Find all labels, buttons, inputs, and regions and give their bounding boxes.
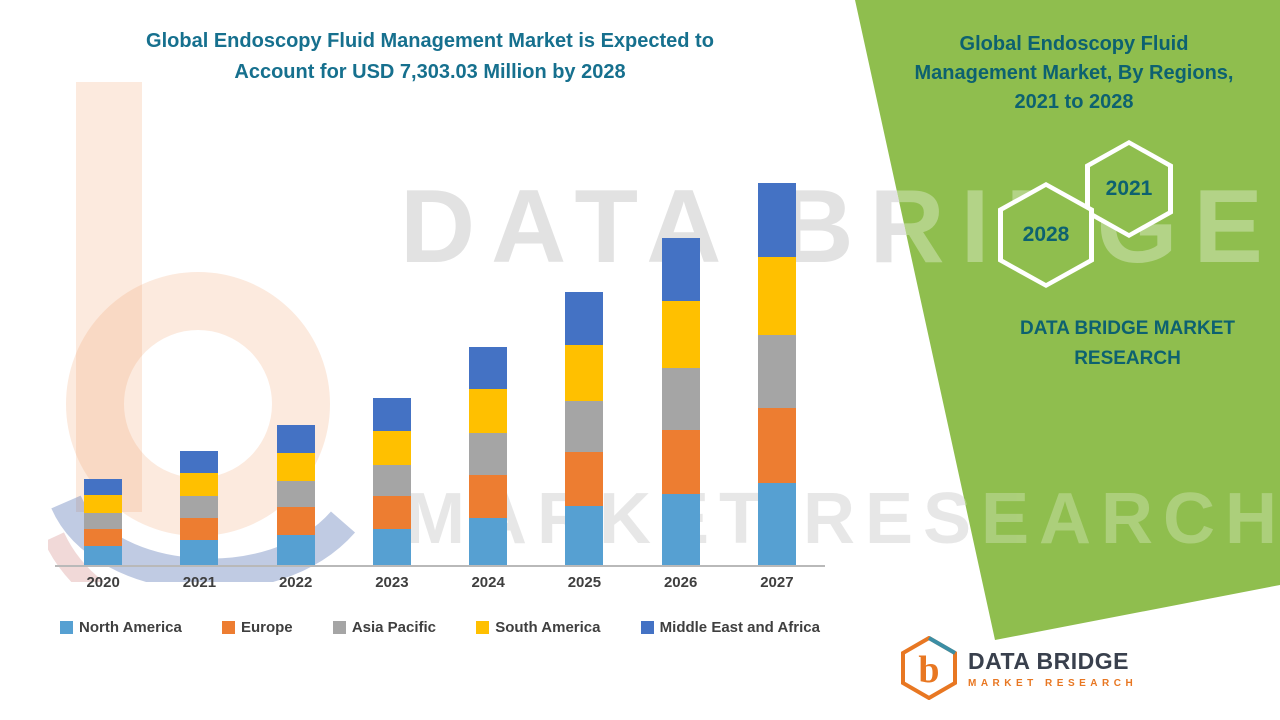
bar-segment-2023-asia-pacific <box>372 464 411 497</box>
bar-segment-2023-middle-east-and-africa <box>372 398 411 431</box>
bar-segment-2027-south-america <box>757 257 796 335</box>
bar-segment-2026-north-america <box>661 494 700 565</box>
logo-tagline: MARKET RESEARCH <box>968 677 1138 689</box>
bar-segment-2027-asia-pacific <box>757 334 796 408</box>
bar-2023 <box>372 398 411 565</box>
bar-segment-2024-south-america <box>469 388 508 434</box>
hexagon-2021: 2021 <box>1085 140 1173 238</box>
bar-segment-2021-north-america <box>180 539 219 565</box>
chart-title: Global Endoscopy Fluid Management Market… <box>146 30 714 83</box>
brand-text: DATA BRIDGE MARKET RESEARCH <box>1020 318 1235 370</box>
bar-segment-2021-south-america <box>180 472 219 497</box>
databridge-logo: b DATA BRIDGE MARKET RESEARCH <box>900 636 1137 700</box>
legend-swatch <box>221 621 235 634</box>
x-axis: 2020 2021 2022 2023 2024 2025 2026 2027 <box>55 574 825 591</box>
x-axis-label-2027: 2027 <box>760 574 794 591</box>
bar-segment-2020-south-america <box>84 495 123 513</box>
bar-segment-2020-north-america <box>84 545 123 565</box>
bar-segment-2025-south-america <box>565 345 604 401</box>
x-axis-label-2025: 2025 <box>567 574 602 591</box>
bar-segment-2020-asia-pacific <box>84 512 123 529</box>
bar-2022 <box>276 425 315 565</box>
legend-swatch <box>332 621 346 634</box>
hexagon-fill <box>1090 145 1168 233</box>
legend-label: North America <box>79 619 182 636</box>
bar-segment-2023-south-america <box>372 430 411 465</box>
bar-segment-2026-asia-pacific <box>661 367 700 431</box>
legend-item-asia-pacific: Asia Pacific <box>332 619 437 636</box>
bar-2020 <box>84 478 123 565</box>
hexagon-2028: 2028 <box>998 182 1094 288</box>
bar-segment-2021-middle-east-and-africa <box>180 450 219 473</box>
legend-label: South America <box>495 619 601 636</box>
bar-2026 <box>661 238 700 565</box>
legend-swatch <box>476 621 490 634</box>
x-axis-label-2022: 2022 <box>278 574 313 591</box>
legend-swatch <box>640 621 654 634</box>
bar-segment-2026-middle-east-and-africa <box>661 238 700 302</box>
bar-segment-2022-south-america <box>276 452 315 482</box>
bar-2025 <box>565 292 604 565</box>
hexagon-2028-label: 2028 <box>1022 223 1070 246</box>
bar-segment-2025-europe <box>565 452 604 507</box>
logo-text-block: DATA BRIDGE MARKET RESEARCH <box>968 648 1137 689</box>
bar-segment-2022-asia-pacific <box>276 481 315 508</box>
legend-item-south-america: South America <box>476 619 601 636</box>
plot-area <box>55 120 825 567</box>
x-axis-label-2023: 2023 <box>375 574 409 591</box>
legend-item-north-america: North America <box>60 619 182 636</box>
logo-name: DATA BRIDGE <box>968 647 1129 674</box>
bar-segment-2020-europe <box>84 528 123 546</box>
bar-segment-2027-north-america <box>757 482 796 565</box>
x-axis-label-2020: 2020 <box>86 574 120 591</box>
legend: North America Europe Asia Pacific South Ame… <box>60 619 820 636</box>
bar-segment-2022-north-america <box>276 534 315 565</box>
databridge-hexagon-icon: b <box>901 636 957 700</box>
bar-2021 <box>180 450 219 565</box>
bar-2024 <box>469 346 508 565</box>
legend-label: Middle East and Africa <box>659 619 820 636</box>
bar-segment-2024-asia-pacific <box>469 433 508 475</box>
bar-segment-2024-middle-east-and-africa <box>469 346 508 389</box>
bar-segment-2026-europe <box>661 430 700 495</box>
bar-segment-2021-europe <box>180 517 219 540</box>
bar-segment-2024-north-america <box>469 517 508 565</box>
bar-segment-2025-middle-east-and-africa <box>565 292 604 346</box>
bar-segment-2024-europe <box>469 474 508 518</box>
legend-label: Asia Pacific <box>351 619 437 636</box>
bar-segment-2023-north-america <box>372 528 411 565</box>
x-axis-label-2024: 2024 <box>471 574 505 591</box>
bar-segment-2027-europe <box>757 407 796 483</box>
bar-segment-2026-south-america <box>661 301 700 368</box>
bar-segment-2021-asia-pacific <box>180 496 219 518</box>
legend-label: Europe <box>240 619 293 636</box>
panel-title: Global Endoscopy Fluid Management Market… <box>914 33 1234 113</box>
bar-segment-2020-middle-east-and-africa <box>84 478 123 496</box>
bar-2027 <box>757 183 796 565</box>
bar-segment-2027-middle-east-and-africa <box>757 183 796 258</box>
legend-swatch <box>60 621 73 634</box>
bar-segment-2025-north-america <box>565 506 604 565</box>
bar-segment-2025-asia-pacific <box>565 400 604 453</box>
legend-item-europe: Europe <box>221 619 293 636</box>
bar-segment-2022-europe <box>276 507 315 535</box>
bar-segment-2022-middle-east-and-africa <box>276 425 315 453</box>
hexagon-2021-label: 2021 <box>1105 177 1153 200</box>
legend-item-middle-east-and-africa: Middle East and Africa <box>640 619 820 636</box>
svg-text:b: b <box>918 649 939 691</box>
x-axis-label-2026: 2026 <box>663 574 698 591</box>
x-axis-label-2021: 2021 <box>182 574 217 591</box>
bar-segment-2023-europe <box>372 496 411 529</box>
